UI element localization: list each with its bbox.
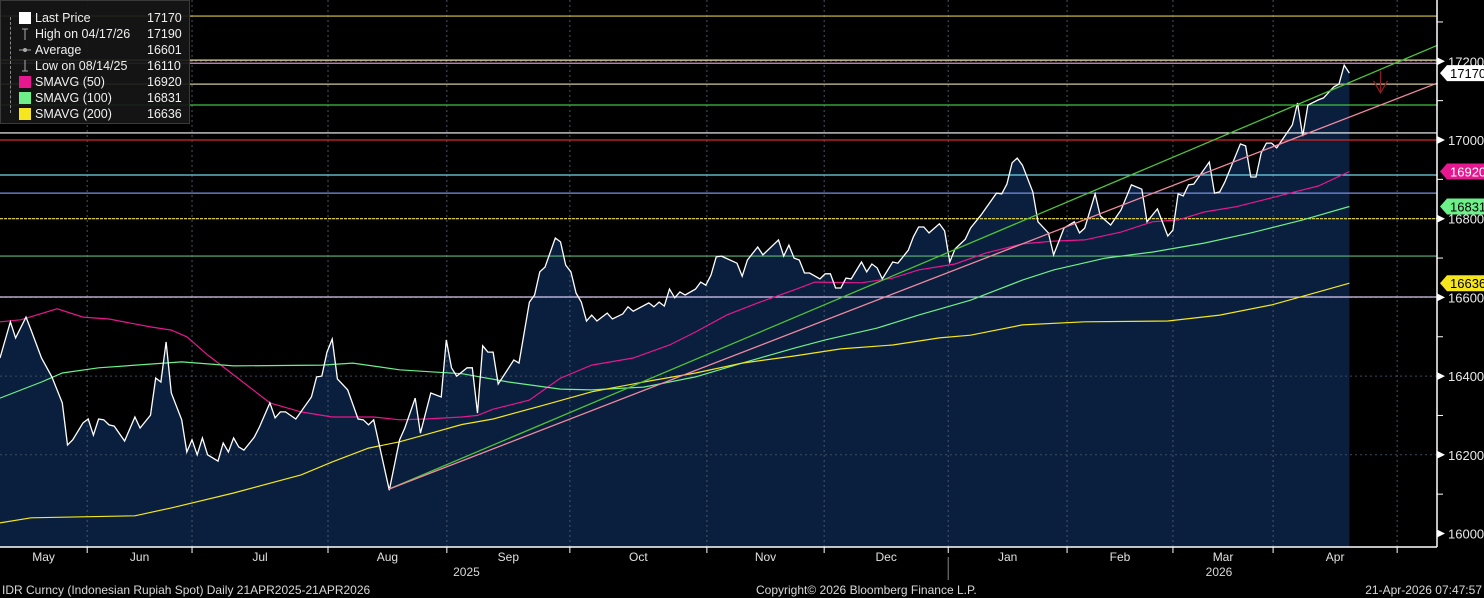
legend-item[interactable]: Last Price 17170 [1,10,189,26]
average-marker-icon [19,48,31,52]
color-swatch-icon [19,92,31,104]
series-line-last-price [0,63,1350,491]
legend: Last Price 17170 High on 04/17/26 17190 Aver… [0,0,190,124]
lower-trendline [389,82,1438,490]
down-arrow-icon [1372,70,1389,95]
x-tick-label-feb: Feb [1110,550,1131,564]
price-area-fill [0,65,1350,547]
upper-trendline [388,44,1438,490]
price-callout [1440,275,1484,292]
low-marker-icon [22,60,28,72]
y-tick-marker [1437,372,1445,381]
legend-label: SMAVG (50) [35,75,105,89]
legend-value: 16636 [147,107,182,121]
legend-label: SMAVG (100) [35,91,112,105]
y-tick-marker [1437,293,1445,302]
y-tick-label: 17000 [1448,133,1484,148]
legend-item[interactable]: High on 04/17/26 17190 [1,26,189,42]
color-swatch-icon [19,108,31,120]
x-tick-label-may: May [32,550,55,564]
x-tick-label-jan: Jan [998,550,1017,564]
y-tick-marker [1437,136,1445,144]
x-tick-label-oct: Oct [629,550,648,564]
x-tick-label-sep: Sep [498,550,520,564]
legend-label: SMAVG (200) [35,107,112,121]
year-label-2026: 2026 [1205,565,1233,579]
series-line-smavg-50 [0,170,1350,421]
price-callout [1440,198,1484,215]
x-tick-label-mar: Mar [1213,550,1234,564]
price-callout-label: 16831 [1450,200,1484,215]
y-tick-label: 16800 [1448,212,1484,227]
x-tick-label-nov: Nov [755,550,776,564]
high-marker-icon [22,28,28,40]
legend-tree-line [10,17,12,113]
legend-value: 16831 [147,91,182,105]
y-tick-label: 16000 [1448,527,1484,542]
x-tick-label-jun: Jun [130,550,149,564]
y-tick-marker [1437,57,1445,66]
legend-value: 16110 [147,59,181,73]
color-swatch-icon [19,76,31,88]
legend-item[interactable]: SMAVG (50) 16920 [1,74,189,90]
legend-item[interactable]: SMAVG (100) 16831 [1,90,189,106]
legend-value: 16920 [147,75,182,89]
x-tick-label-dec: Dec [876,550,897,564]
price-callout [1440,65,1484,82]
footer-copyright: Copyright© 2026 Bloomberg Finance L.P. [756,583,977,597]
legend-value: 17190 [147,27,182,41]
y-tick-label: 16200 [1448,448,1484,463]
y-tick-label: 16600 [1448,290,1484,305]
price-callout-label: 16636 [1450,276,1484,291]
year-label-2025: 2025 [453,565,480,579]
x-tick-label-jul: Jul [252,550,267,564]
legend-label: High on 04/17/26 [35,27,131,41]
legend-value: 17170 [147,11,182,25]
price-callout [1440,163,1484,180]
price-callout-label: 17170 [1450,66,1484,81]
x-tick-label-apr: Apr [1326,550,1345,564]
legend-label: Low on 08/14/25 [35,59,128,73]
color-swatch-icon [19,12,31,24]
price-callout-label: 16920 [1450,164,1484,179]
y-tick-label: 16400 [1448,369,1484,384]
legend-label: Last Price [35,11,91,25]
y-tick-marker [1437,214,1445,223]
series-line-smavg-100 [0,205,1350,399]
y-tick-marker [1437,450,1445,459]
y-tick-marker [1437,529,1445,538]
x-tick-label-aug: Aug [377,550,398,564]
footer-title: IDR Curncy (Indonesian Rupiah Spot) Dail… [2,583,371,597]
legend-item[interactable]: Low on 08/14/25 16110 [1,58,189,74]
footer-timestamp: 21-Apr-2026 07:47:57 [1365,583,1482,597]
legend-item[interactable]: Average 16601 [1,42,189,58]
legend-value: 16601 [147,43,182,57]
legend-label: Average [35,43,82,57]
legend-item[interactable]: SMAVG (200) 16636 [1,106,189,122]
